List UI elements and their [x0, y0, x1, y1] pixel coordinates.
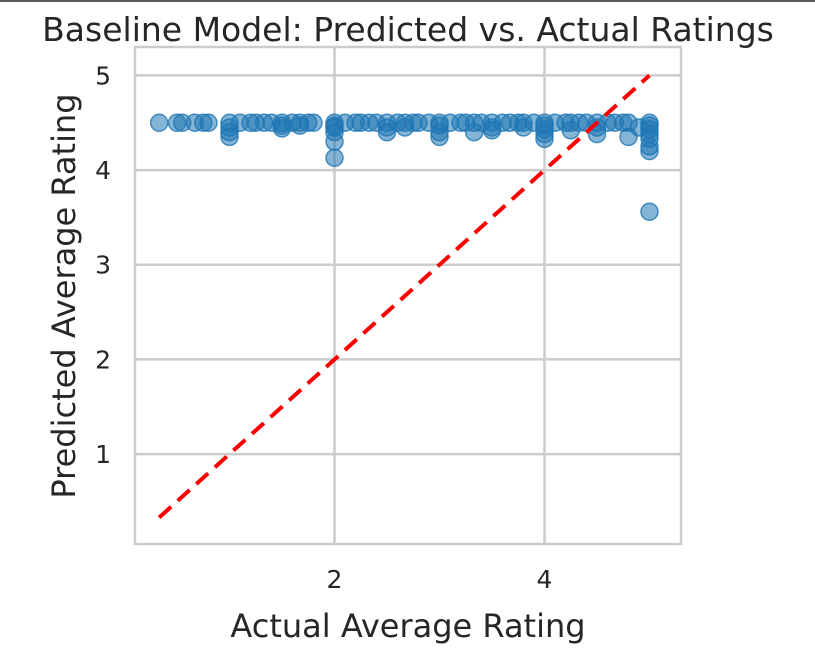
x-tick-label: 4	[537, 565, 553, 594]
y-axis-label: Predicted Average Rating	[45, 93, 83, 498]
data-point	[220, 127, 239, 147]
y-tick-label: 1	[95, 440, 111, 469]
plot-frame	[133, 45, 683, 546]
data-point	[325, 148, 344, 168]
data-point	[149, 113, 169, 132]
data-point	[325, 132, 344, 151]
data-point	[640, 141, 659, 161]
data-point	[199, 113, 218, 132]
reference-line	[157, 73, 651, 519]
x-axis-label: Actual Average Rating	[230, 607, 585, 645]
y-tick-label: 3	[95, 251, 111, 280]
data-point	[430, 127, 449, 147]
y-tick-labels: 1 2 3 4 5	[95, 61, 111, 469]
data-points	[149, 113, 659, 221]
data-point	[304, 113, 323, 132]
y-tick-label: 5	[95, 61, 111, 90]
data-point	[587, 124, 607, 144]
x-tick-label: 2	[327, 565, 343, 594]
data-point	[535, 129, 554, 149]
data-point	[640, 202, 659, 221]
chart-title: Baseline Model: Predicted vs. Actual Rat…	[42, 10, 774, 49]
y-tick-label: 2	[95, 345, 111, 374]
reference-line-layer	[157, 73, 651, 519]
y-tick-label: 4	[95, 156, 111, 185]
